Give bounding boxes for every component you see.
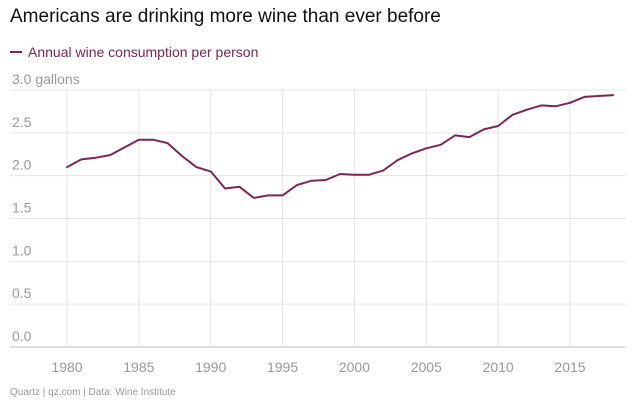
x-tick-label: 1980: [51, 359, 82, 375]
x-tick-label: 2010: [483, 359, 514, 375]
x-tick-label: 2015: [554, 359, 585, 375]
y-tick-label: 0.0: [12, 328, 32, 344]
y-tick-label: 2.5: [12, 114, 32, 130]
legend: Annual wine consumption per person: [10, 44, 258, 60]
source-note: Quartz | qz.com | Data: Wine Institute: [10, 387, 176, 398]
legend-label: Annual wine consumption per person: [28, 44, 259, 60]
y-tick-label: 3.0 gallons: [12, 71, 80, 87]
x-tick-label: 2005: [411, 359, 442, 375]
y-tick-label: 2.0: [12, 157, 32, 173]
y-tick-label: 1.0: [12, 242, 32, 258]
x-tick-label: 2000: [339, 359, 370, 375]
y-tick-label: 1.5: [12, 200, 32, 216]
x-tick-label: 1985: [123, 359, 154, 375]
x-tick-label: 1990: [195, 359, 226, 375]
chart-title: Americans are drinking more wine than ev…: [10, 6, 441, 27]
x-tick-label: 1995: [267, 359, 298, 375]
series-line-wine-consumption: [66, 94, 615, 199]
legend-swatch: [10, 51, 22, 53]
y-tick-label: 0.5: [12, 285, 32, 301]
